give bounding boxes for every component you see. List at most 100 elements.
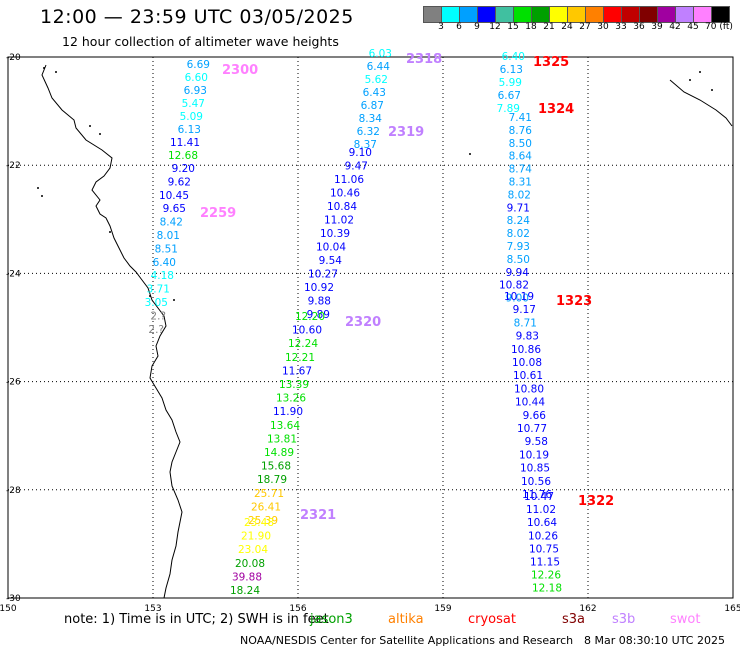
swh-value: 9.10	[349, 147, 372, 159]
lat-label: -20	[6, 53, 21, 63]
swh-value: 15.68	[261, 461, 291, 473]
color-scale-label: 24	[561, 22, 573, 32]
swh-value: 8.02	[508, 189, 531, 201]
swh-value: 9.17	[513, 304, 536, 316]
legend-item-swot: swot	[670, 612, 701, 627]
swh-value: 26.41	[251, 501, 281, 513]
swh-value: 9.54	[319, 255, 343, 267]
lon-label: 150	[0, 604, 17, 614]
swh-value: 8.50	[509, 138, 532, 150]
track-id-label: 2259	[200, 206, 236, 221]
swh-value: 11.02	[324, 215, 354, 227]
swh-value: 9.94	[506, 267, 530, 279]
swh-value: 8.64	[509, 151, 533, 163]
swh-value: 11.76	[522, 489, 552, 501]
swh-value: 6.40	[153, 257, 176, 269]
color-scale-label: 3	[438, 22, 444, 32]
swh-value: 11.67	[282, 365, 312, 377]
swh-value: 8.42	[160, 217, 183, 229]
swh-value: 12.21	[285, 352, 315, 364]
swh-value: 10.80	[514, 383, 544, 395]
map-title: 12:00 — 23:59 UTC 03/05/2025	[40, 6, 354, 28]
swh-value: 10.82	[499, 280, 529, 292]
color-swatch	[658, 6, 676, 23]
legend-item-cryosat: cryosat	[468, 612, 516, 627]
color-swatch	[568, 6, 586, 23]
swh-value: 6.67	[498, 90, 521, 102]
color-swatch	[586, 6, 604, 23]
lat-label: -30	[6, 594, 21, 604]
swh-value: 10.46	[330, 188, 360, 200]
color-swatch	[640, 6, 658, 23]
lat-label: -24	[6, 269, 21, 279]
color-swatch	[460, 6, 478, 23]
color-swatch	[550, 6, 568, 23]
lon-label: 153	[144, 604, 161, 614]
color-scale-label: 15	[507, 22, 519, 32]
lat-label: -22	[6, 161, 21, 171]
swh-value: 8.71	[514, 317, 537, 329]
swh-value: 9.65	[163, 203, 186, 215]
reef-islet	[711, 89, 713, 91]
swh-value: 12.26	[531, 570, 561, 582]
track-id-label: 2300	[222, 63, 258, 78]
swh-value: 10.26	[528, 530, 558, 542]
note-text: note: 1) Time is in UTC; 2) SWH is in fe…	[64, 612, 329, 627]
color-scale-label: 36	[633, 22, 645, 32]
swh-value: 10.60	[292, 325, 322, 337]
swh-value: 6.60	[185, 72, 208, 84]
coastline-ne	[669, 79, 733, 127]
swh-value: 8.51	[155, 243, 178, 255]
swh-value: 10.84	[327, 201, 357, 213]
color-swatch	[496, 6, 514, 23]
swh-value: 2.?	[150, 310, 166, 322]
lat-label: -28	[6, 486, 21, 496]
track-id-label: 1324	[538, 102, 574, 117]
swh-value: 6.32	[357, 126, 380, 138]
track-id-label: 2320	[345, 315, 381, 330]
swh-value: 10.85	[520, 463, 550, 475]
color-scale-label: 33	[615, 22, 627, 32]
swh-value: 8.50	[507, 254, 530, 266]
swh-value: 11.90	[273, 406, 303, 418]
swh-value: 9.20	[172, 163, 195, 175]
swh-value: 10.39	[320, 228, 350, 240]
legend-item-s3a: s3a	[562, 612, 586, 627]
swh-value: 12.20	[295, 311, 325, 323]
color-scale-label: 21	[543, 22, 555, 32]
swh-value: 10.19	[504, 291, 534, 303]
swh-value: 9.66	[523, 410, 547, 422]
swh-value: 6.13	[178, 124, 201, 136]
swh-value: 7.41	[509, 112, 532, 124]
swh-value: 6.44	[367, 61, 391, 73]
swh-value: 6.43	[363, 87, 386, 99]
lon-label: 156	[289, 604, 306, 614]
swh-value: 6.40	[502, 51, 525, 63]
swh-value: 10.44	[515, 397, 545, 409]
map-subtitle: 12 hour collection of altimeter wave hei…	[62, 34, 339, 49]
swh-value: 12.68	[168, 150, 198, 162]
swh-value: 9.47	[345, 161, 368, 173]
color-scale-label: 9	[474, 22, 480, 32]
track-id-label: 1322	[578, 494, 614, 509]
swh-value: 10.08	[512, 357, 542, 369]
swh-value: 8.02	[507, 228, 530, 240]
color-scale-label: 27	[579, 22, 591, 32]
swh-value: 25.71	[254, 488, 284, 500]
reef-islet	[689, 79, 691, 81]
reef-islet	[89, 125, 91, 127]
swh-value: 23.04	[238, 544, 268, 556]
color-swatch	[514, 6, 532, 23]
swh-value: 6.69	[187, 59, 210, 71]
swh-value: 7.93	[507, 241, 530, 253]
swh-value: 10.92	[304, 282, 334, 294]
reef-islet	[173, 299, 175, 301]
color-swatch	[604, 6, 622, 23]
swh-value: 10.19	[519, 449, 549, 461]
swh-value: 2.?	[148, 324, 164, 336]
color-swatch	[478, 6, 496, 23]
swh-value: 39.88	[232, 571, 262, 583]
swh-value: 8.24	[507, 215, 531, 227]
swh-value: 9.83	[516, 331, 539, 343]
swh-value: 10.64	[527, 517, 557, 529]
